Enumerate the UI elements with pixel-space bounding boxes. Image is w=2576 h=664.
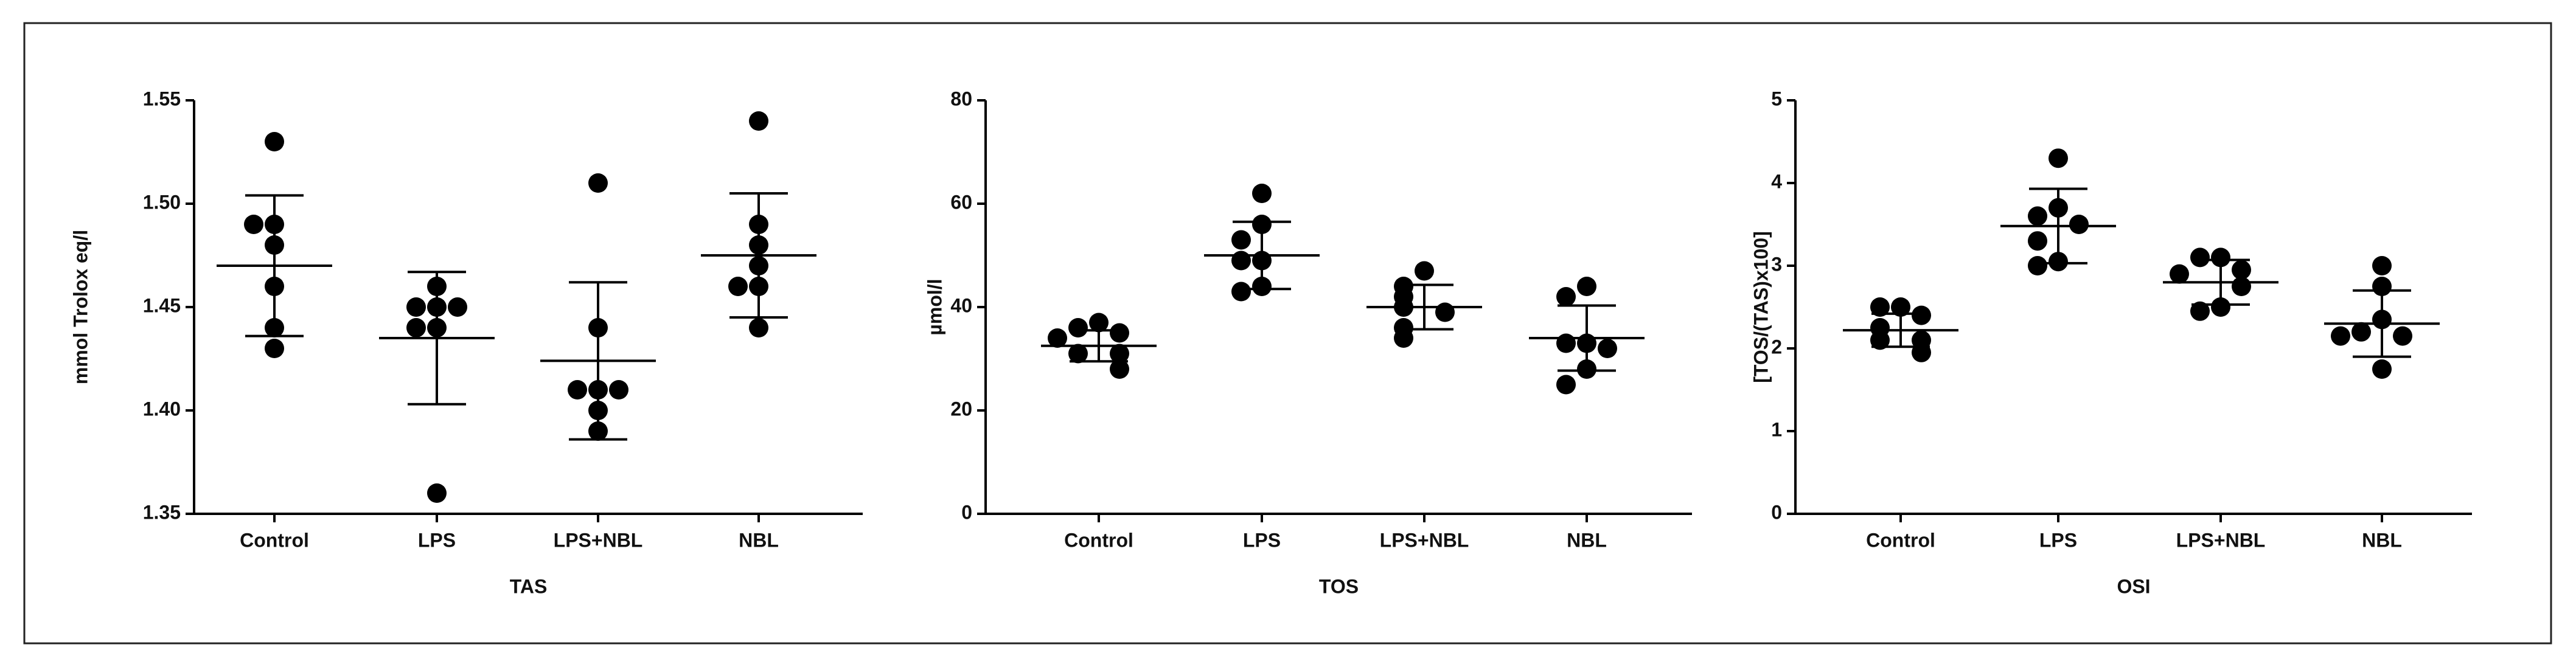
data-point — [2331, 326, 2350, 346]
data-point — [1252, 184, 1272, 203]
data-point — [1231, 282, 1251, 302]
data-point — [2028, 256, 2047, 275]
y-tick-label: 1.40 — [143, 398, 181, 420]
data-point — [1089, 313, 1109, 333]
data-point — [1577, 277, 1596, 296]
x-tick-label: NBL — [739, 529, 779, 551]
data-point — [1048, 328, 1067, 348]
data-point — [448, 297, 467, 317]
data-point — [749, 318, 768, 337]
data-point — [2351, 322, 2371, 342]
y-tick-label: 40 — [950, 294, 972, 316]
data-point — [2232, 277, 2251, 296]
data-point — [728, 277, 748, 296]
data-point — [1891, 297, 1910, 317]
data-point — [406, 318, 426, 337]
y-tick-label: 1.50 — [143, 191, 181, 213]
data-point — [2372, 359, 2392, 379]
data-point — [2028, 206, 2047, 226]
data-point — [427, 483, 447, 503]
data-point — [1231, 230, 1251, 250]
data-point — [1556, 333, 1576, 353]
data-point — [2049, 148, 2068, 168]
y-tick-label: 2 — [1771, 336, 1782, 358]
data-point — [1415, 261, 1434, 281]
x-tick-label: LPS+NBL — [2176, 529, 2266, 551]
frame — [23, 22, 2552, 645]
data-point — [2232, 260, 2251, 280]
y-tick-label: 1.55 — [143, 88, 181, 109]
data-point — [2372, 256, 2392, 275]
y-tick-label: 3 — [1771, 253, 1782, 275]
y-tick-label: 5 — [1771, 88, 1782, 109]
data-point — [2069, 215, 2089, 234]
y-tick-label: 1 — [1771, 418, 1782, 440]
y-tick-label: 20 — [950, 398, 972, 420]
data-point — [2028, 231, 2047, 251]
x-tick-label: LPS+NBL — [554, 529, 643, 551]
x-axis-label: TAS — [510, 575, 548, 597]
data-point — [1870, 330, 1890, 350]
y-axis-label: mmol Trolox eq/l — [69, 230, 91, 384]
x-tick-label: NBL — [1567, 529, 1607, 551]
data-point — [406, 297, 426, 317]
y-tick-label: 0 — [961, 501, 972, 523]
data-point — [1598, 339, 1617, 358]
y-tick-label: 1.35 — [143, 501, 181, 523]
data-point — [749, 111, 768, 131]
x-tick-label: NBL — [2362, 529, 2402, 551]
data-point — [1068, 344, 1088, 364]
x-tick-label: LPS — [418, 529, 456, 551]
x-tick-label: Control — [240, 529, 309, 551]
y-axis-label: µmol/l — [924, 278, 945, 335]
data-point — [1394, 328, 1413, 348]
data-point — [1110, 344, 1129, 364]
data-point — [1435, 302, 1455, 322]
y-tick-label: 4 — [1771, 170, 1782, 192]
x-axis-label: OSI — [2117, 575, 2150, 597]
data-point — [265, 132, 284, 151]
data-point — [1231, 251, 1251, 271]
data-point — [244, 215, 263, 234]
data-point — [568, 380, 587, 399]
data-point — [1556, 287, 1576, 306]
data-point — [2211, 247, 2230, 268]
y-tick-label: 0 — [1771, 501, 1782, 523]
y-tick-label: 60 — [950, 191, 972, 213]
y-tick-label: 80 — [950, 88, 972, 109]
data-point — [1068, 318, 1088, 337]
x-tick-label: Control — [1866, 529, 1935, 551]
x-axis-label: TOS — [1319, 575, 1359, 597]
x-tick-label: LPS — [1243, 529, 1281, 551]
x-tick-label: LPS — [2039, 529, 2077, 551]
data-point — [2190, 247, 2210, 268]
data-point — [1556, 375, 1576, 395]
data-point — [2211, 297, 2230, 317]
data-point — [588, 173, 608, 193]
x-tick-label: Control — [1064, 529, 1133, 551]
y-axis-label: [TOS/(TAS)x100] — [1750, 231, 1772, 383]
data-point — [1870, 297, 1890, 317]
data-point — [265, 339, 284, 358]
data-point — [609, 380, 628, 399]
data-point — [2190, 301, 2210, 321]
data-point — [2393, 326, 2412, 346]
y-tick-label: 1.45 — [143, 294, 181, 316]
data-point — [1110, 323, 1129, 343]
data-point — [1912, 305, 1931, 325]
x-tick-label: LPS+NBL — [1380, 529, 1469, 551]
data-point — [2170, 264, 2189, 284]
data-point — [1110, 359, 1129, 379]
